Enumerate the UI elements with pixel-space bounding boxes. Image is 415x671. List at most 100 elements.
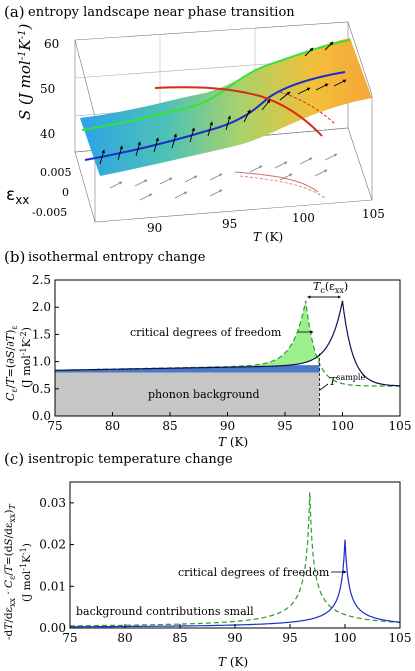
floor-arrow: [314, 169, 328, 177]
floor-projection: [109, 153, 338, 201]
surface-arrow: [117, 145, 123, 161]
floor-arrow: [134, 179, 148, 187]
x-tick-label: 85: [162, 419, 177, 433]
floor-arrow: [249, 165, 263, 173]
x-tick-label: 85: [172, 631, 187, 645]
panel-c-letter: (c): [4, 450, 24, 468]
y-tick: 0: [62, 186, 69, 199]
x-tick-label: 100: [331, 419, 354, 433]
axis-s-label: S (J mol-1K-1): [16, 24, 34, 120]
x-tick-label: 100: [334, 631, 357, 645]
y-tick-label: 0.00: [39, 621, 66, 635]
panel-b-xlabel: T (K): [218, 435, 248, 449]
x-tick-label: 80: [105, 419, 120, 433]
y-tick: -0.005: [32, 206, 67, 219]
floor-arrow: [209, 189, 223, 197]
box-edge: [74, 39, 96, 118]
surface-arrow: [207, 121, 213, 137]
y-tick-label: 2.0: [32, 300, 51, 314]
axis-t-label-a: T (K): [253, 230, 283, 244]
panel-b-title: isothermal entropy change: [28, 250, 206, 265]
phonon-background-area: [55, 372, 320, 416]
floor-arrow: [109, 181, 123, 189]
x-tick-label: 90: [227, 631, 242, 645]
x-tick: 100: [292, 211, 315, 225]
floor-arrow: [139, 193, 153, 201]
x-tick-label: 75: [47, 419, 62, 433]
annotation-tsample-pointer: [319, 383, 329, 391]
panel-c: (c) isentropic temperature change 75 80 85…: [3, 450, 411, 669]
surface-arrows: [99, 41, 347, 165]
floor-arrow: [209, 173, 223, 181]
floor-arrow: [274, 161, 288, 169]
z-tick: 60: [44, 37, 59, 51]
surface-arrow: [135, 141, 141, 157]
y-tick-label: 0.5: [32, 382, 51, 396]
panel-c-xlabel: T (K): [218, 655, 248, 669]
panel-c-title: isentropic temperature change: [28, 452, 233, 467]
x-tick-label: 95: [277, 419, 292, 433]
surface-arrow: [333, 79, 347, 87]
surface-arrow: [304, 47, 314, 57]
entropy-surface: [80, 38, 372, 176]
surface-arrow: [189, 127, 195, 143]
y-tick-label: 1.0: [32, 355, 51, 369]
annotation-tc: Tc(εxx): [313, 280, 348, 295]
x-tick-label: 105: [389, 631, 412, 645]
surface-arrow: [315, 83, 329, 91]
panel-b-ylabel-unit: (J mol-1K-2): [19, 327, 33, 388]
surface-arrow: [297, 87, 311, 95]
surface-arrow: [279, 91, 291, 101]
x-tick-label: 105: [389, 419, 412, 433]
panel-b: (b) isothermal entropy change 75 80 85 90 95…: [4, 248, 411, 449]
y-tick-label: 2.5: [32, 273, 51, 287]
floor-arrow: [324, 153, 338, 161]
panel-a: (a) entropy landscape near phase transit…: [4, 3, 385, 244]
y-tick-label: 0.02: [39, 538, 66, 552]
floor-red-dashed: [239, 175, 326, 199]
surface-arrow: [225, 115, 231, 131]
series-green-dashed: [69, 492, 401, 627]
panel-a-letter: (a): [4, 3, 25, 21]
floor-arrow: [184, 175, 198, 183]
x-tick: 105: [362, 207, 385, 221]
surface-arrow: [324, 41, 334, 51]
y-tick-label: 0.01: [39, 579, 66, 593]
x-tick: 95: [222, 217, 237, 231]
annotation-critical: critical degrees of freedom: [130, 326, 282, 339]
red-dashed-line: [279, 91, 336, 125]
surface-arrow: [153, 137, 159, 153]
red-transition-line: [154, 86, 323, 137]
y-tick: 0.005: [40, 166, 72, 179]
annotation-critical: critical degrees of freedom: [178, 566, 330, 579]
surface-arrow: [99, 149, 105, 165]
panel-b-ylabel: Cε/T=(∂S/∂T)ε: [4, 325, 19, 401]
panel-b-letter: (b): [4, 248, 25, 266]
axis-exx-label: εxx: [6, 185, 29, 207]
floor-red-curve: [234, 171, 319, 193]
y-tick-label: 0.0: [32, 409, 51, 423]
plot-b: 75 80 85 90 95 100 105 0.0 0.5 1.0 1.5 2.0 2.5 critic…: [32, 273, 412, 433]
surface-arrow: [171, 133, 177, 149]
panel-a-title: entropy landscape near phase transition: [28, 5, 295, 20]
floor-arrow: [174, 191, 188, 199]
panel-c-ylabel: -dT/dεxx · Cε/T=(dS/dεxx)T: [3, 504, 17, 640]
x-tick-label: 80: [117, 631, 132, 645]
box-edge: [347, 21, 373, 96]
z-tick: 50: [40, 82, 55, 96]
panel-c-ylabel-unit: (J mol-1K-1): [19, 543, 33, 602]
x-tick: 90: [147, 221, 162, 235]
surface-arrow: [243, 109, 251, 123]
x-tick-label: 75: [62, 631, 77, 645]
x-tick-label: 90: [220, 419, 235, 433]
series-navy-solid: [55, 300, 400, 387]
z-tick: 40: [40, 127, 55, 141]
y-tick-label: 0.03: [39, 496, 66, 510]
plot-c: 75 80 85 90 95 100 105 0.00 0.01 0.02 0.03 critical…: [39, 481, 412, 645]
surface-arrow: [261, 99, 271, 111]
floor-arrow: [279, 173, 293, 181]
annotation-phonon: phonon background: [148, 388, 260, 401]
x-tick-label: 95: [282, 631, 297, 645]
annotation-background: background contributions small: [76, 605, 254, 618]
